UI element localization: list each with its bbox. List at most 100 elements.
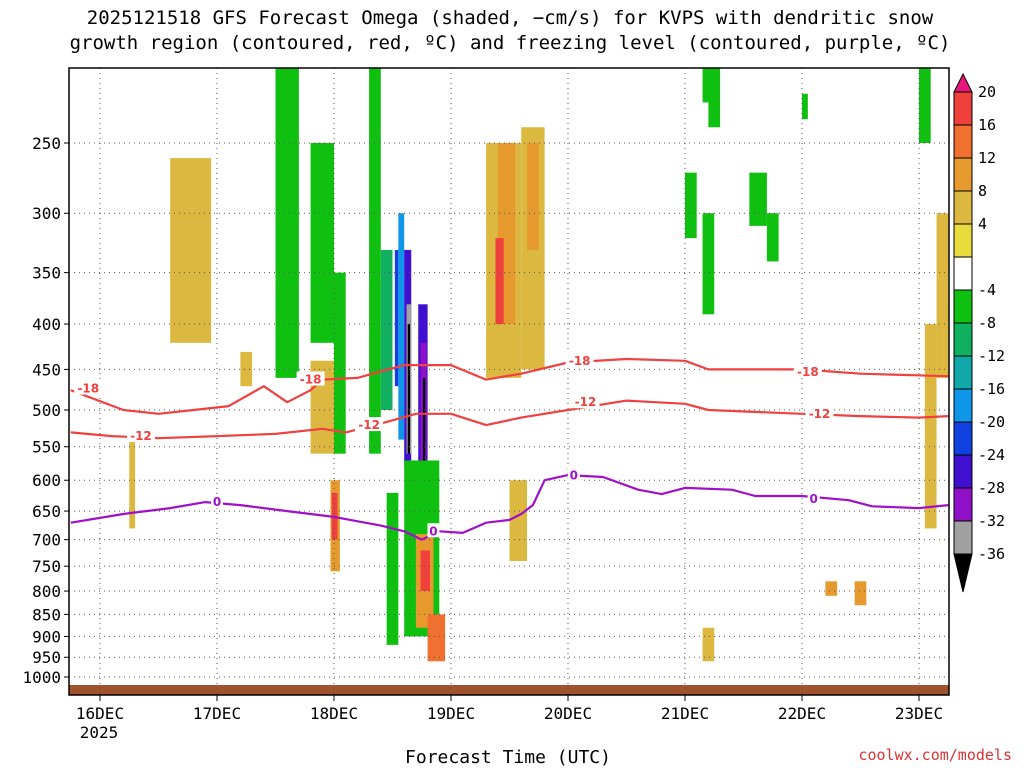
- credit-text: coolwx.com/models: [858, 746, 1012, 764]
- y-tick-label: 750: [32, 557, 61, 576]
- y-tick-label: 250: [32, 134, 61, 153]
- colorbar-swatch: [953, 91, 973, 126]
- y-tick-label: 550: [32, 438, 61, 457]
- omega-cell: [702, 627, 715, 662]
- contour-label: -18: [77, 382, 99, 396]
- contour-label-bg: [126, 428, 155, 443]
- y-tick-label: 350: [32, 264, 61, 283]
- contour-label: -18: [300, 373, 322, 387]
- colorbar-swatch: [953, 190, 973, 225]
- colorbar-swatch: [953, 388, 973, 423]
- colorbar-cap-bottom: [953, 553, 973, 593]
- omega-cell: [275, 68, 299, 378]
- omega-cell: [129, 432, 136, 529]
- colorbar-label: 20: [978, 83, 996, 101]
- y-tick-label: 850: [32, 605, 61, 624]
- contour-label: -18: [569, 354, 591, 368]
- omega-cell: [936, 213, 949, 378]
- contour-label: 0: [213, 495, 221, 509]
- y-tick-label: 800: [32, 582, 61, 601]
- y-tick-label: 950: [32, 648, 61, 667]
- grid-lines: [69, 68, 949, 695]
- contour-label: 0: [810, 492, 818, 506]
- colorbar-swatch: [953, 322, 973, 357]
- x-axis-ticks: 16DEC 17DEC 18DEC 19DEC 20DEC 21DEC 22DEC 23DEC: [76, 695, 943, 723]
- omega-cell: [427, 614, 446, 662]
- y-tick-label: 1000: [22, 668, 61, 687]
- omega-cell: [422, 377, 426, 481]
- contour-label-bg: [74, 380, 103, 395]
- contour-line: [70, 474, 949, 541]
- contour-line: [70, 399, 949, 440]
- contour-label-bg: [805, 405, 834, 420]
- omega-cell: [407, 324, 411, 454]
- contour-label: -18: [797, 365, 819, 379]
- contour-label: 0: [429, 524, 437, 538]
- chart-title-line2: growth region (contoured, red, ºC) and f…: [70, 32, 951, 54]
- x-tick-label: 22DEC: [778, 704, 826, 723]
- colorbar-label: -12: [978, 347, 1005, 365]
- y-tick-label: 900: [32, 627, 61, 646]
- temperature-contours: -18 -18 -18 -18 -12 -12 -12 -12 0 0 0 0: [70, 352, 949, 541]
- x-tick-label: 23DEC: [895, 704, 943, 723]
- omega-cell: [509, 480, 528, 562]
- colorbar-label: -28: [978, 479, 1005, 497]
- omega-cell: [766, 213, 779, 262]
- contour-label-bg: [565, 352, 594, 367]
- omega-cell: [380, 249, 393, 410]
- omega-cell: [924, 324, 937, 529]
- colorbar-swatch: [953, 355, 973, 390]
- colorbar: 20 16 12 8 4 -4 -8 -12 -16 -20 -24 -28 -32 -36: [953, 72, 1005, 593]
- colorbar-label: -4: [978, 281, 996, 299]
- omega-cell: [825, 581, 838, 596]
- omega-shading: [129, 68, 949, 662]
- omega-cell: [386, 492, 399, 645]
- omega-cell: [527, 143, 539, 250]
- omega-cell: [919, 68, 931, 143]
- y-tick-label: 300: [32, 204, 61, 223]
- contour-label: -12: [130, 429, 152, 443]
- x-tick-label: 17DEC: [193, 704, 241, 723]
- y-tick-label: 450: [32, 360, 61, 379]
- contour-label-bg: [296, 371, 325, 386]
- colorbar-swatch: [953, 124, 973, 159]
- omega-cell: [749, 172, 767, 226]
- omega-cell: [495, 238, 504, 325]
- omega-cell: [708, 68, 721, 128]
- omega-cell: [702, 213, 715, 315]
- contour-label-bg: [211, 494, 223, 509]
- omega-cell: [310, 143, 334, 343]
- omega-cell: [685, 172, 697, 239]
- colorbar-label: 4: [978, 215, 987, 233]
- y-tick-label: 650: [32, 502, 61, 521]
- colorbar-swatch: [953, 223, 973, 258]
- x-axis-year: 2025: [80, 723, 119, 742]
- omega-cell: [334, 272, 346, 454]
- x-tick-label: 16DEC: [76, 704, 124, 723]
- omega-cell: [170, 158, 212, 343]
- contour-label: -12: [809, 407, 831, 421]
- y-tick-label: 700: [32, 531, 61, 550]
- y-tick-label: 400: [32, 315, 61, 334]
- colorbar-label: -32: [978, 512, 1005, 530]
- contour-label-bg: [567, 467, 580, 482]
- colorbar-swatch: [953, 289, 973, 324]
- colorbar-swatch: [953, 520, 973, 555]
- y-tick-label: 500: [32, 401, 61, 420]
- contour-label: -12: [575, 395, 597, 409]
- omega-cell: [369, 68, 381, 454]
- colorbar-label: -8: [978, 314, 996, 332]
- y-axis-ticks: 250 300 350 400 450 500 550 600 650 700 750 800 850 9…: [22, 134, 69, 687]
- colorbar-label: 12: [978, 149, 996, 167]
- x-tick-label: 19DEC: [427, 704, 475, 723]
- contour-label-bg: [807, 491, 820, 506]
- omega-cell: [854, 581, 867, 606]
- contour-label-bg: [427, 523, 440, 538]
- colorbar-swatch: [953, 421, 973, 456]
- contour-label: -12: [358, 418, 380, 432]
- colorbar-label: -20: [978, 413, 1005, 431]
- omega-cell: [398, 213, 405, 440]
- colorbar-cap-top: [953, 72, 973, 93]
- x-axis-title: Forecast Time (UTC): [405, 747, 611, 768]
- chart-title-line1: 2025121518 GFS Forecast Omega (shaded, −…: [87, 7, 934, 29]
